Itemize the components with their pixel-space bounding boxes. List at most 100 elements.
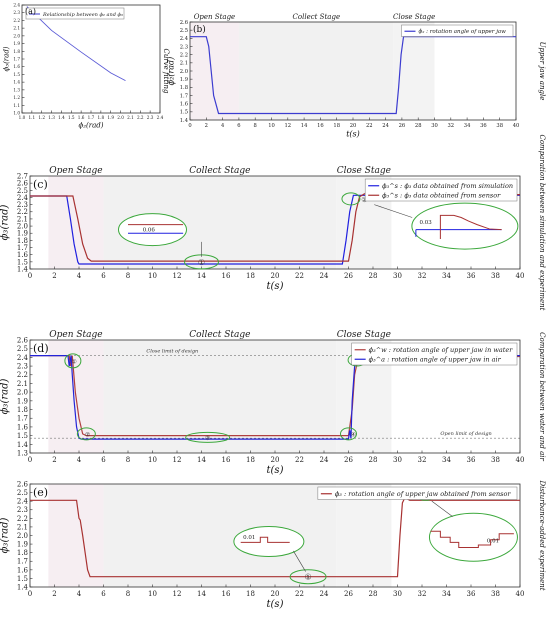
y-tick-label: 1.4 bbox=[180, 118, 189, 124]
y-tick-label: 2.3 bbox=[17, 506, 28, 514]
x-tick-label: 0 bbox=[28, 590, 32, 598]
x-tick-label: 40 bbox=[516, 272, 525, 280]
zoom-sensor-line bbox=[439, 214, 502, 239]
stage-label: Close Stage bbox=[337, 330, 391, 340]
callout-leader bbox=[293, 550, 306, 572]
x-axis-label: ϕ₂(rad) bbox=[78, 121, 103, 129]
stage-label: Collect Stage bbox=[293, 13, 341, 21]
legend-entry: ϕ₃^s : ϕ₃ data obtained from simulation bbox=[382, 182, 513, 190]
zoom-sensor-line bbox=[430, 530, 514, 549]
y-tick-label: 2.2 bbox=[17, 515, 28, 523]
annotation-label: 0.01 bbox=[487, 538, 499, 544]
reference-line-label: Close limit of design bbox=[146, 349, 198, 355]
x-tick-label: 16 bbox=[222, 590, 231, 598]
y-tick-label: 2.2 bbox=[13, 18, 20, 23]
side-title: Upper jaw angle bbox=[538, 42, 546, 101]
y-tick-label: 2.4 bbox=[17, 194, 29, 202]
x-tick-label: 34 bbox=[442, 590, 451, 598]
x-tick-label: 10 bbox=[148, 590, 157, 598]
y-tick-label: 1.9 bbox=[13, 41, 20, 46]
callout-ellipse bbox=[76, 427, 96, 441]
stage-band bbox=[238, 22, 394, 120]
zoom-ellipse bbox=[411, 202, 519, 250]
y-tick-label: 1.4 bbox=[17, 583, 29, 591]
stage-label: Close Stage bbox=[393, 13, 435, 21]
y-tick-label: 1.7 bbox=[180, 93, 188, 99]
annotation-label: ① bbox=[71, 358, 76, 365]
x-tick-label: 12 bbox=[173, 272, 182, 280]
x-tick-label: 28 bbox=[415, 123, 422, 129]
annotation-label: ① bbox=[304, 573, 311, 582]
y-tick-label: 1.4 bbox=[17, 441, 29, 449]
x-tick-label: 1.9 bbox=[107, 115, 114, 120]
x-tick-label: 40 bbox=[516, 590, 525, 598]
x-tick-label: 2 bbox=[52, 456, 56, 464]
y-tick-label: 2.2 bbox=[17, 371, 28, 379]
annotation-label: ③ bbox=[205, 435, 210, 442]
y-axis-label: ϕ₂(rad) bbox=[166, 57, 175, 86]
y-tick-label: 2.4 bbox=[17, 498, 29, 506]
y-tick-label: 2.2 bbox=[17, 208, 28, 216]
y-tick-label: 2.0 bbox=[180, 69, 188, 75]
x-tick-label: 1.6 bbox=[78, 115, 85, 120]
x-tick-label: 32 bbox=[447, 123, 454, 129]
x-tick-label: 8 bbox=[126, 272, 130, 280]
x-tick-label: 2.4 bbox=[157, 115, 164, 120]
y-tick-label: 2.0 bbox=[13, 33, 20, 38]
panel-label: (e) bbox=[33, 486, 48, 499]
x-tick-label: 6 bbox=[101, 456, 106, 464]
y-tick-label: 2.1 bbox=[13, 26, 20, 31]
x-axis-label: t(s) bbox=[346, 129, 360, 138]
x-tick-label: 6 bbox=[237, 123, 240, 129]
legend: Relationship between ϕ₂ and ϕ₃ bbox=[25, 7, 125, 20]
x-tick-label: 1.3 bbox=[48, 115, 55, 120]
stage-band bbox=[48, 484, 104, 587]
y-axis-label: ϕ₃(rad) bbox=[0, 379, 11, 415]
legend-entry: ϕ₃ : rotation angle of upper jaw obtaine… bbox=[335, 490, 512, 498]
y-tick-label: 2.4 bbox=[17, 354, 29, 362]
y-tick-label: 2.0 bbox=[17, 532, 28, 540]
x-tick-label: 2.3 bbox=[147, 115, 154, 120]
y-tick-label: 1.5 bbox=[180, 110, 188, 116]
x-tick-label: 30 bbox=[393, 272, 402, 280]
y-tick-label: 1.3 bbox=[13, 87, 20, 92]
y-tick-label: 1.6 bbox=[180, 101, 188, 107]
x-tick-label: 1.4 bbox=[58, 115, 65, 120]
legend: ϕ₃^s : ϕ₃ data obtained from simulation ϕ… bbox=[364, 178, 518, 202]
panel-label: (b) bbox=[193, 24, 206, 35]
series-line bbox=[190, 36, 516, 115]
y-tick-label: 1.5 bbox=[13, 72, 20, 77]
x-tick-label: 22 bbox=[295, 456, 304, 464]
x-tick-label: 1.1 bbox=[29, 115, 36, 120]
panel-label: (d) bbox=[33, 342, 49, 355]
x-tick-label: 0 bbox=[28, 456, 32, 464]
x-axis-label: t(s) bbox=[267, 281, 284, 292]
y-tick-label: 1.6 bbox=[17, 423, 29, 431]
x-tick-label: 16 bbox=[222, 456, 231, 464]
y-tick-label: 2.6 bbox=[180, 20, 188, 26]
x-tick-label: 26 bbox=[344, 590, 353, 598]
y-tick-label: 2.0 bbox=[17, 389, 28, 397]
x-tick-label: 24 bbox=[320, 456, 329, 464]
legend-box bbox=[317, 486, 518, 500]
x-tick-label: 32 bbox=[418, 272, 427, 280]
y-tick-label: 1.0 bbox=[13, 110, 20, 115]
panel-label: (a) bbox=[25, 7, 36, 16]
legend: ϕ₃^w : rotation angle of upper jaw in wa… bbox=[351, 342, 518, 366]
x-tick-label: 38 bbox=[491, 272, 500, 280]
y-tick-label: 1.7 bbox=[17, 244, 28, 252]
side-title: Comparation between water and air bbox=[538, 332, 546, 461]
y-tick-label: 1.5 bbox=[17, 432, 28, 440]
legend-box bbox=[401, 24, 514, 37]
y-tick-label: 2.3 bbox=[180, 44, 188, 50]
y-tick-label: 1.5 bbox=[17, 258, 28, 266]
x-tick-label: 16 bbox=[222, 272, 231, 280]
callout-ellipse bbox=[341, 192, 361, 206]
callout-leader bbox=[374, 204, 413, 218]
y-tick-label: 1.6 bbox=[17, 251, 29, 259]
panel-d: Open Stage Collect Stage Close Stage Close … bbox=[0, 330, 546, 476]
y-tick-label: 2.5 bbox=[17, 345, 28, 353]
x-tick-label: 32 bbox=[418, 456, 427, 464]
